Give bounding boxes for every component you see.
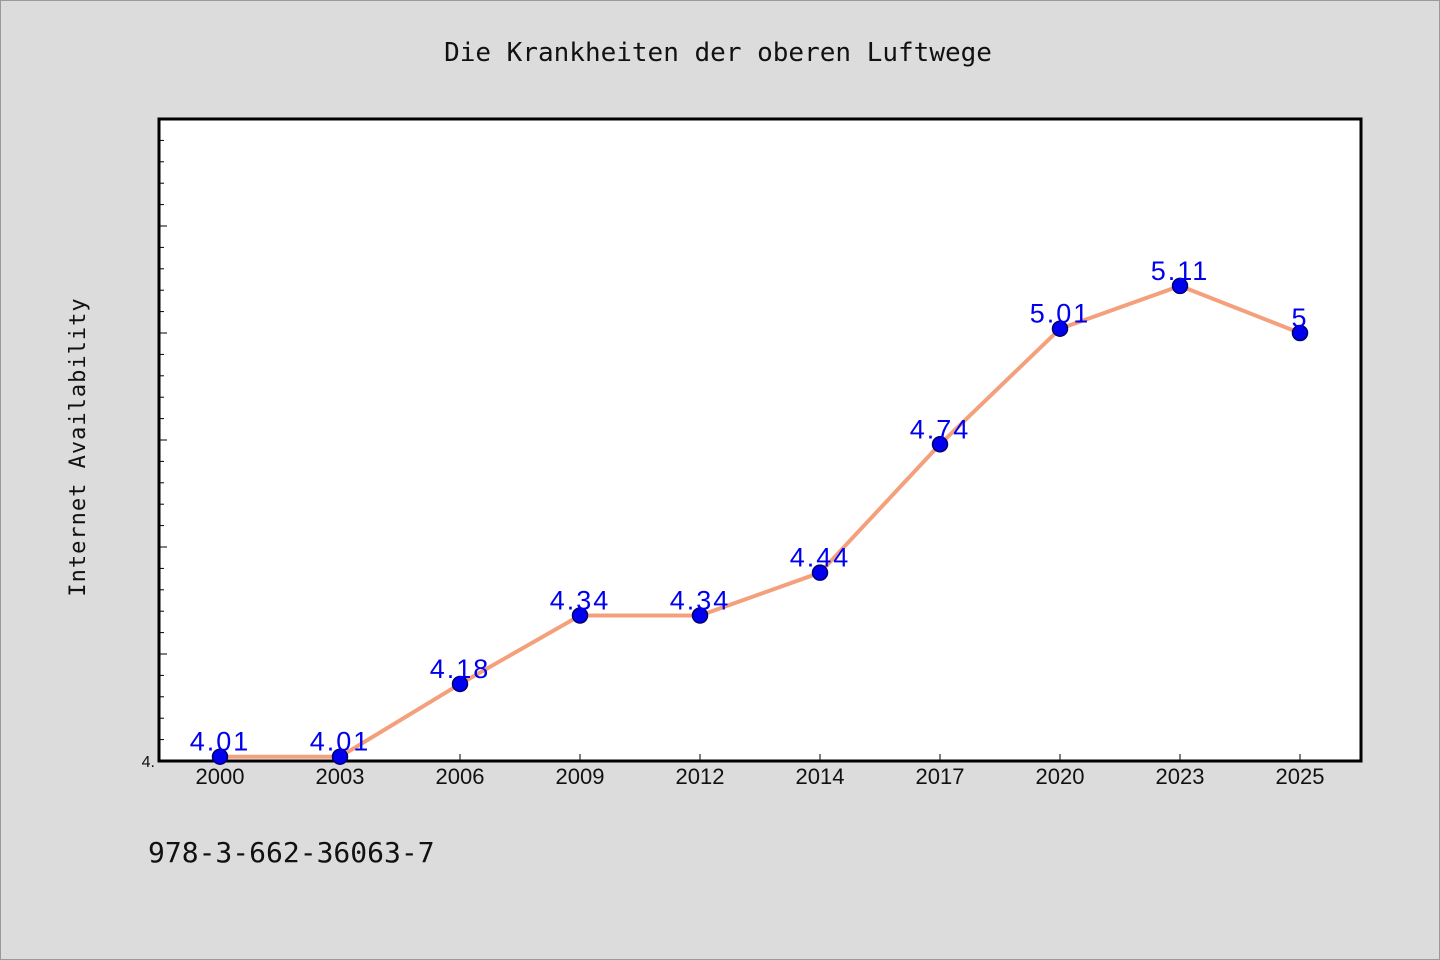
data-label: 5 [1291, 303, 1308, 333]
isbn-footer: 978-3-662-36063-7 [148, 836, 435, 869]
series-line [218, 283, 1302, 759]
data-label: 4.01 [310, 727, 371, 757]
data-label: 4.18 [430, 654, 491, 684]
x-tick-label: 2017 [916, 764, 965, 789]
data-point [691, 607, 709, 624]
data-point [931, 436, 949, 453]
x-tick-label: 2006 [436, 764, 485, 789]
x-tick-label: 2009 [556, 764, 605, 789]
x-tick-label: 2014 [796, 764, 845, 789]
data-label: 4.34 [550, 585, 611, 615]
y-axis-label: Internet Availability [66, 297, 91, 596]
data-label: 4.34 [670, 585, 731, 615]
x-axis-ticks: 2000 2003 2006 2009 2012 2014 2017 2020 2023 2025 [196, 754, 1325, 789]
data-point [571, 607, 589, 624]
x-tick-label: 2025 [1276, 764, 1325, 789]
data-point [451, 675, 469, 693]
data-point [211, 748, 229, 765]
y-tick-label: 4. [142, 754, 155, 771]
data-label: 5.01 [1030, 299, 1091, 329]
data-point [1171, 277, 1189, 295]
data-label: 5.11 [1151, 256, 1210, 286]
x-tick-label: 2000 [196, 764, 245, 789]
series-layer: 4.01 4.01 4.18 4.34 4.34 4.44 4.74 5.01 5.11 5 [190, 256, 1309, 765]
data-point [1051, 320, 1069, 337]
data-label: 4.74 [910, 414, 971, 444]
x-tick-label: 2012 [676, 764, 725, 789]
x-tick-label: 2023 [1156, 764, 1205, 789]
plot-area [157, 117, 1363, 763]
y-axis-ticks: 4. [142, 139, 167, 771]
chart-title: Die Krankheiten der oberen Luftwege [444, 38, 992, 68]
x-tick-label: 2020 [1036, 764, 1085, 789]
data-point [1291, 324, 1309, 342]
data-label: 4.44 [790, 543, 851, 573]
data-label: 4.01 [190, 727, 251, 757]
data-point [811, 564, 829, 581]
x-tick-label: 2003 [316, 764, 365, 789]
data-point [331, 748, 349, 765]
